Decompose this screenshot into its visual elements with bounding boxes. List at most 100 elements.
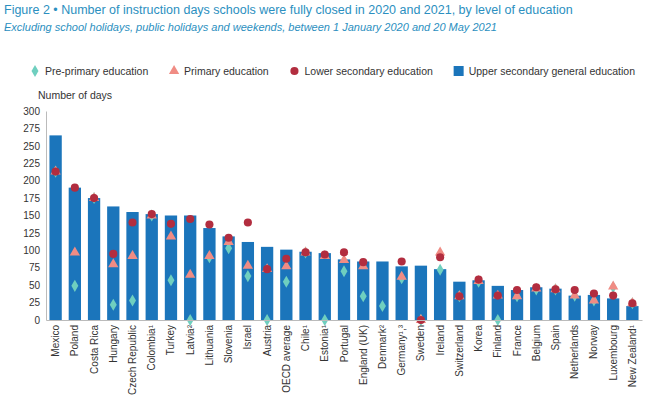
y-tick: 225 (23, 158, 40, 169)
x-tick: Spain (550, 325, 561, 351)
x-tick-label: Sweden (415, 325, 426, 361)
marker (110, 299, 117, 311)
marker (52, 168, 60, 176)
x-tick-label: Turkey (165, 325, 176, 355)
y-tick: 200 (23, 175, 40, 186)
x-tick-label: Costa Rica (89, 325, 100, 374)
marker (359, 258, 367, 266)
marker (243, 260, 253, 269)
marker (90, 194, 98, 202)
marker (437, 264, 444, 276)
bar (107, 206, 119, 320)
y-tick: 275 (23, 123, 40, 134)
y-tick-label: 275 (23, 123, 40, 134)
marker (282, 255, 290, 263)
marker (148, 210, 156, 218)
marker (571, 286, 579, 294)
y-tick-label: 75 (29, 262, 41, 273)
bar (261, 247, 273, 320)
bar (69, 188, 81, 320)
bar (88, 198, 100, 320)
marker (321, 314, 328, 326)
bar (222, 236, 234, 320)
marker-series (52, 168, 637, 325)
x-tick-label: Czech Republic (127, 325, 138, 395)
x-tick-label: Belgium (531, 325, 542, 361)
marker (533, 283, 540, 295)
x-tick-label: Norway (588, 325, 599, 359)
x-tick: Lithuania (204, 325, 215, 366)
x-tick: Norway (588, 325, 599, 359)
marker (360, 290, 367, 302)
x-tick-label: England (UK) (358, 325, 369, 385)
marker (244, 218, 252, 226)
x-axis-line (47, 320, 643, 321)
bar (280, 250, 292, 320)
marker (513, 286, 521, 294)
marker (71, 280, 78, 292)
marker (147, 210, 157, 219)
bar (607, 298, 619, 320)
x-tick-label: Estonia¹ (319, 324, 330, 361)
marker (187, 314, 194, 326)
y-tick-label: 300 (23, 106, 40, 117)
legend-item: Primary education (169, 65, 269, 77)
y-tick: 175 (23, 193, 40, 204)
x-tick-label: Denmark² (377, 324, 388, 369)
legend-swatch (32, 65, 39, 77)
x-tick: Korea (473, 325, 484, 352)
y-axis: 0255075100125150175200225250275300 (23, 106, 46, 326)
marker (283, 276, 290, 288)
marker (225, 234, 233, 242)
legend-item: Pre-primary education (32, 65, 149, 77)
marker (475, 276, 482, 288)
x-tick-label: OECD average (281, 325, 292, 393)
marker (321, 250, 329, 258)
bar (203, 228, 215, 320)
marker (608, 281, 618, 290)
y-tick-label: 50 (29, 280, 41, 291)
x-tick: England (UK) (358, 325, 369, 385)
legend-item: Lower secondary education (290, 65, 433, 77)
marker (341, 265, 348, 277)
x-tick: Latvia² (185, 324, 196, 355)
bar (319, 253, 331, 320)
y-tick: 300 (23, 106, 40, 117)
legend-label: Upper secondary general education (469, 65, 636, 77)
marker (475, 276, 483, 284)
subtitle: Excluding school holidays, public holida… (4, 21, 497, 33)
x-tick: Ireland (435, 325, 446, 356)
x-tick-label: Luxembourg (608, 325, 619, 381)
x-tick: Germany¹,³ (396, 324, 407, 375)
x-tick-label: Germany¹,³ (396, 324, 407, 375)
legend-swatch (290, 67, 298, 75)
x-tick: Switzerland (454, 325, 465, 377)
x-tick: Czech Republic (127, 325, 138, 395)
y-axis-line (46, 112, 47, 321)
x-tick: France (512, 325, 523, 357)
x-tick: Estonia¹ (319, 324, 330, 361)
x-tick: Colombia¹ (146, 324, 157, 370)
x-tick: Mexico (50, 325, 61, 357)
bar (146, 214, 158, 320)
x-tick: OECD average (281, 325, 292, 393)
x-tick-label: France (512, 325, 523, 357)
x-tick-label: Mexico (50, 325, 61, 357)
x-tick-label: New Zealand¹ (627, 324, 638, 387)
bar (511, 290, 523, 320)
bar (49, 135, 61, 320)
marker (590, 289, 598, 297)
plot-area (49, 135, 638, 326)
marker-series (50, 166, 637, 323)
x-tick-label: Netherlands (569, 325, 580, 379)
x-tick: Slovenia (223, 325, 234, 364)
bar (165, 216, 177, 321)
x-tick: Israel (242, 325, 253, 349)
marker (186, 215, 194, 223)
marker (264, 314, 271, 326)
marker (455, 292, 463, 300)
marker (340, 248, 348, 256)
y-tick: 100 (23, 245, 40, 256)
y-tick-label: 150 (23, 210, 40, 221)
x-tick: Sweden (415, 325, 426, 361)
